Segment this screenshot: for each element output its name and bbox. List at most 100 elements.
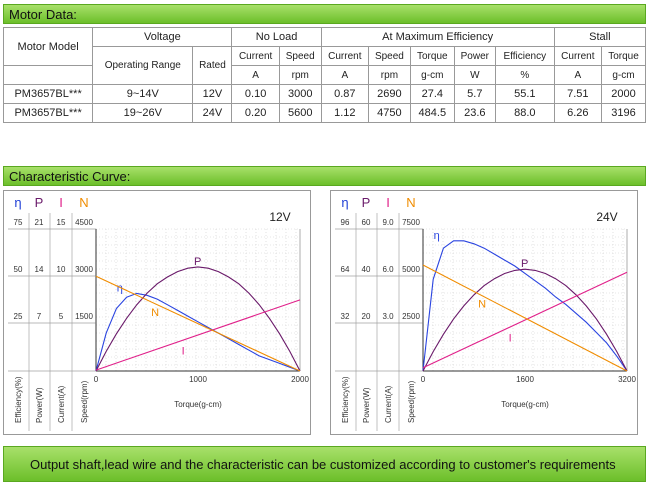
cell-me-speed: 2690 [367, 84, 411, 104]
cell-nl-current: 0.10 [231, 84, 280, 104]
chart-voltage-title: 12V [269, 210, 290, 224]
sub-me-power: Power [453, 46, 496, 66]
sub-me-current: Current [320, 46, 369, 66]
cell-me-efficiency: 88.0 [494, 103, 555, 123]
sub-nl-speed: Speed [278, 46, 322, 66]
y-tick-label: 96 [341, 218, 350, 227]
y-tick-label: 3000 [75, 265, 93, 274]
cell-st-torque: 2000 [601, 84, 646, 104]
unit-me-torque: g-cm [409, 65, 455, 85]
col-motor-model: Motor Model [2, 27, 94, 66]
y-tick-label: 60 [362, 218, 371, 227]
table-row: PM3657BL*** 19~26V 24V 0.20 5600 1.12 47… [2, 103, 646, 123]
sub-st-current: Current [553, 46, 603, 66]
unit-st-current: A [553, 65, 603, 85]
cell-nl-current: 0.20 [231, 103, 280, 123]
cell-model: PM3657BL*** [2, 103, 94, 123]
series-line-1 [95, 266, 301, 372]
y-tick-label: 75 [14, 218, 23, 227]
cell-nl-speed: 5600 [278, 103, 322, 123]
series-label-2: I [509, 333, 512, 345]
series-label-0: η [117, 282, 123, 294]
axis-title-3: Speed(rpm) [407, 380, 416, 423]
cell-rated: 12V [192, 84, 233, 104]
axis-title-2: Current(A) [384, 385, 393, 423]
sub-me-speed: Speed [367, 46, 411, 66]
sub-nl-current: Current [231, 46, 280, 66]
y-tick-label: 50 [14, 265, 23, 274]
x-axis-title: Torque(g-cm) [174, 400, 222, 409]
axis-symbol-0: η [341, 195, 348, 210]
axis-symbol-2: I [386, 195, 390, 210]
cell-st-torque: 3196 [601, 103, 646, 123]
y-tick-label: 25 [14, 312, 23, 321]
cell-me-torque: 27.4 [409, 84, 455, 104]
axis-title-0: Efficiency(%) [341, 376, 350, 423]
series-line-2 [95, 299, 301, 371]
axis-symbol-3: N [406, 195, 415, 210]
series-line-0 [422, 240, 628, 372]
x-tick-label: 3200 [618, 375, 636, 384]
x-tick-label: 1600 [516, 375, 534, 384]
x-tick-label: 1000 [189, 375, 207, 384]
series-label-3: N [151, 307, 159, 319]
series-line-3 [422, 264, 628, 372]
sub-me-efficiency: Efficiency [494, 46, 555, 66]
y-tick-label: 4500 [75, 218, 93, 227]
axis-symbol-1: P [35, 195, 44, 210]
series-label-2: I [182, 346, 185, 358]
y-tick-label: 6.0 [382, 265, 394, 274]
unit-st-torque: g-cm [601, 65, 646, 85]
cell-nl-speed: 3000 [278, 84, 322, 104]
cell-me-power: 23.6 [453, 103, 496, 123]
y-tick-label: 3.0 [382, 312, 394, 321]
cell-st-current: 7.51 [553, 84, 603, 104]
unit-me-current: A [320, 65, 369, 85]
axis-symbol-1: P [362, 195, 371, 210]
series-label-1: P [194, 256, 201, 268]
y-tick-label: 5000 [402, 265, 420, 274]
chart-voltage-title: 24V [596, 210, 617, 224]
cell-range: 19~26V [92, 103, 194, 123]
sub-rated: Rated [192, 46, 233, 85]
y-tick-label: 21 [35, 218, 44, 227]
cell-rated: 24V [192, 103, 233, 123]
x-tick-label: 2000 [291, 375, 309, 384]
cell-me-current: 1.12 [320, 103, 369, 123]
motor-data-table: Motor Model Voltage No Load At Maximum E… [2, 27, 647, 123]
axis-symbol-0: η [14, 195, 21, 210]
x-tick-label: 0 [421, 375, 426, 384]
axis-symbol-3: N [79, 195, 88, 210]
unit-nl-speed: rpm [278, 65, 322, 85]
series-label-0: η [434, 230, 440, 242]
series-label-3: N [478, 299, 486, 311]
cell-model: PM3657BL*** [2, 84, 94, 104]
y-tick-label: 5 [59, 312, 64, 321]
unit-nl-current: A [231, 65, 280, 85]
unit-me-efficiency: % [494, 65, 555, 85]
axis-title-1: Power(W) [35, 387, 44, 423]
motor-data-header: Motor Data: [3, 4, 646, 24]
cell-range: 9~14V [92, 84, 194, 104]
chart-24v: η 96 64 32 Efficiency(%) P 60 40 20 Power(W) I 9.0 6… [335, 195, 636, 431]
axis-symbol-2: I [59, 195, 63, 210]
y-tick-label: 64 [341, 265, 350, 274]
col-max-efficiency: At Maximum Efficiency [320, 27, 555, 47]
cell-me-torque: 484.5 [409, 103, 455, 123]
cell-me-efficiency: 55.1 [494, 84, 555, 104]
y-tick-label: 7 [37, 312, 42, 321]
sub-me-torque: Torque [409, 46, 455, 66]
series-line-2 [422, 271, 628, 369]
axis-title-3: Speed(rpm) [80, 380, 89, 423]
y-tick-label: 10 [57, 265, 66, 274]
series-line-1 [422, 268, 628, 372]
chart-panel-24v: η 96 64 32 Efficiency(%) P 60 40 20 Power(W) I 9.0 6… [330, 190, 638, 435]
cell-me-current: 0.87 [320, 84, 369, 104]
col-voltage: Voltage [92, 27, 233, 47]
cell-me-speed: 4750 [367, 103, 411, 123]
empty-cell [2, 65, 94, 85]
col-stall: Stall [553, 27, 647, 47]
customization-footer: Output shaft,lead wire and the character… [3, 446, 646, 482]
cell-st-current: 6.26 [553, 103, 603, 123]
col-no-load: No Load [231, 27, 322, 47]
